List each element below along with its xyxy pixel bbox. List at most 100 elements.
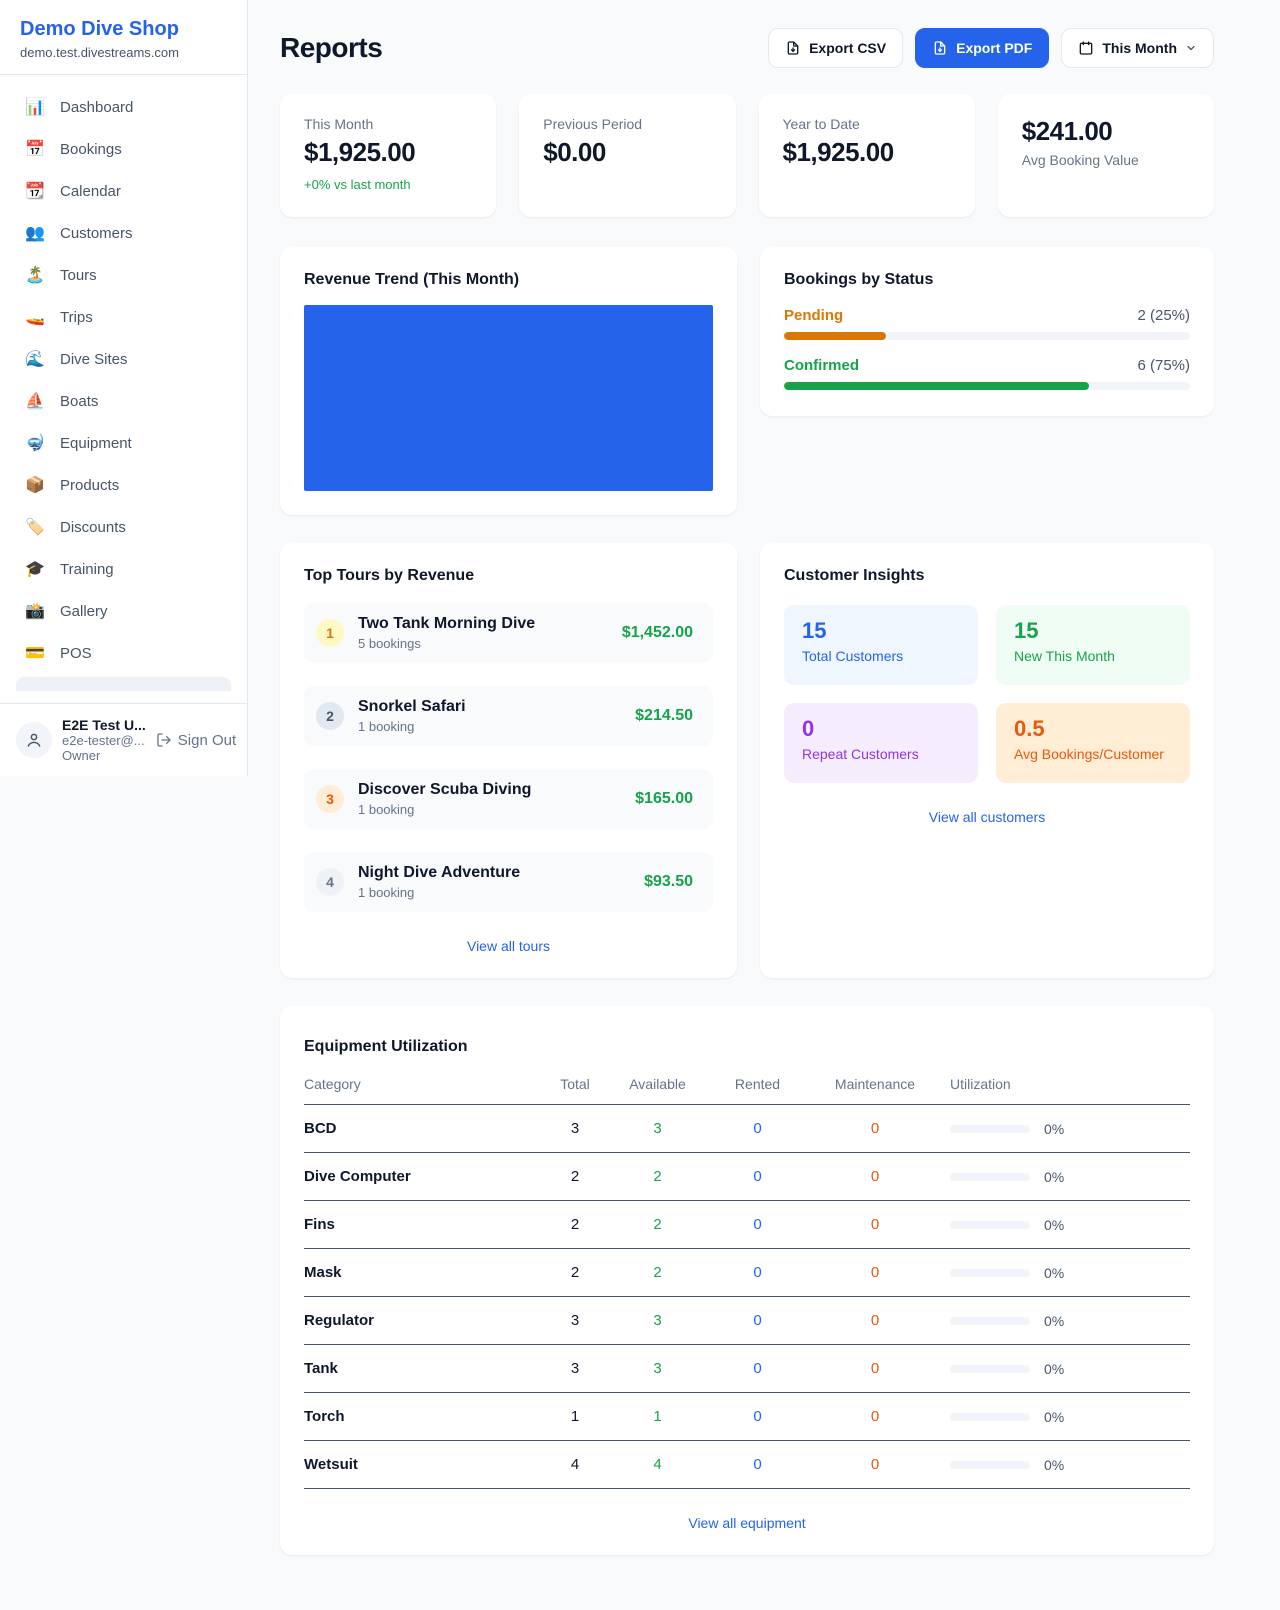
tour-row: 1 Two Tank Morning Dive 5 bookings $1,45… [304,603,713,663]
cell-maintenance: 0 [870,1360,880,1377]
progress-track [784,382,1190,390]
tile-total-customers: 15 Total Customers [784,605,978,685]
stat-label: This Month [304,116,374,132]
cell-rented: 0 [753,1120,762,1137]
stat-label: Previous Period [543,116,643,132]
sidebar-item-calendar[interactable]: 📆 Calendar [8,171,239,211]
sidebar-item-reports-partial[interactable] [16,677,231,691]
export-pdf-button[interactable]: Export PDF [915,28,1050,68]
equipment-utilization-card: Equipment Utilization Category Total Ava… [280,1006,1214,1555]
table-row: BCD 3 3 0 0 0% [304,1105,1190,1153]
charts-row: Revenue Trend (This Month) Bookings by S… [280,247,1214,515]
top-tours-card: Top Tours by Revenue 1 Two Tank Morning … [280,543,737,978]
status-row-confirmed: Confirmed 6 (75%) [784,357,1190,390]
cell-maintenance: 0 [870,1408,880,1425]
sidebar-item-trips[interactable]: 🚤 Trips [8,297,239,337]
tour-bookings: 5 bookings [358,636,421,651]
brand: Demo Dive Shop demo.test.divestreams.com [0,0,247,75]
export-csv-button[interactable]: Export CSV [768,28,904,68]
status-count: 6 (75%) [1137,357,1190,374]
cell-maintenance: 0 [870,1168,880,1185]
tour-revenue: $93.50 [644,873,693,890]
logout-icon [157,733,171,747]
cell-available: 3 [653,1360,662,1377]
tour-row: 2 Snorkel Safari 1 booking $214.50 [304,686,713,746]
period-dropdown[interactable]: This Month [1061,28,1214,68]
avatar [16,722,52,758]
column-maintenance: Maintenance [834,1076,916,1092]
sidebar-item-label: Tours [60,266,97,284]
sign-out-button[interactable]: Sign Out [156,732,236,749]
credit-card-icon: 💳 [25,645,45,662]
rank-badge: 2 [316,702,344,730]
cell-category: Fins [304,1216,335,1233]
stat-delta: +0% vs last month [304,177,411,192]
sidebar-item-dashboard[interactable]: 📊 Dashboard [8,87,239,127]
utilization-bar [950,1364,1030,1373]
tile-repeat-customers: 0 Repeat Customers [784,703,978,783]
table-header: Category Total Available Rented Maintena… [304,1056,1190,1105]
revenue-trend-chart [304,305,713,491]
sidebar-item-equipment[interactable]: 🤿 Equipment [8,423,239,463]
sidebar-item-tours[interactable]: 🏝️ Tours [8,255,239,295]
sidebar-item-pos[interactable]: 💳 POS [8,633,239,673]
cell-maintenance: 0 [870,1120,880,1137]
sidebar-item-label: Training [60,560,114,578]
chevron-down-icon [1187,45,1195,51]
cell-category: Tank [304,1360,338,1377]
column-utilization: Utilization [950,1076,1011,1092]
cell-category: Mask [304,1264,342,1281]
sidebar-item-gallery[interactable]: 📸 Gallery [8,591,239,631]
tour-name: Snorkel Safari [358,698,466,715]
utilization-percent: 0% [1044,1456,1065,1473]
utilization-percent: 0% [1044,1264,1065,1281]
cell-rented: 0 [753,1264,762,1281]
sidebar-item-label: Trips [60,308,93,326]
user-info: E2E Test U... e2e-tester@... Owner [62,717,146,763]
utilization-percent: 0% [1044,1168,1065,1185]
sidebar-item-dive-sites[interactable]: 🌊 Dive Sites [8,339,239,379]
sidebar-item-customers[interactable]: 👥 Customers [8,213,239,253]
bar-chart-icon: 📊 [25,99,45,116]
view-all-customers-link[interactable]: View all customers [928,809,1046,825]
insight-tiles: 15 Total Customers 15 New This Month 0 R… [784,605,1190,783]
file-download-icon [787,41,799,55]
sidebar-item-label: Bookings [60,140,122,158]
cell-available: 4 [653,1456,662,1473]
tour-row: 4 Night Dive Adventure 1 booking $93.50 [304,852,713,912]
user-name: E2E Test U... [62,717,146,733]
status-count: 2 (25%) [1137,307,1190,324]
utilization-bar [950,1220,1030,1229]
utilization-percent: 0% [1044,1360,1065,1377]
cell-rented: 0 [753,1216,762,1233]
tour-revenue: $1,452.00 [621,624,693,641]
diving-mask-icon: 🤿 [25,435,45,452]
tour-name: Discover Scuba Diving [358,781,532,798]
user-role: Owner [62,748,101,763]
sidebar-item-bookings[interactable]: 📅 Bookings [8,129,239,169]
sidebar-item-products[interactable]: 📦 Products [8,465,239,505]
cell-total: 3 [570,1312,580,1329]
table-row: Regulator 3 3 0 0 0% [304,1297,1190,1345]
stat-card-year-to-date: Year to Date $1,925.00 [758,94,975,217]
view-all-equipment-link[interactable]: View all equipment [688,1515,806,1531]
cell-available: 2 [653,1216,662,1233]
status-list: Pending 2 (25%) Confirmed 6 (75%) [784,307,1190,390]
tag-icon: 🏷️ [25,519,45,536]
cell-rented: 0 [753,1312,762,1329]
stat-cards: This Month $1,925.00 +0% vs last month P… [280,94,1214,217]
status-label: Confirmed [784,357,859,374]
view-all-tours-link[interactable]: View all tours [466,938,550,954]
sidebar-item-training[interactable]: 🎓 Training [8,549,239,589]
sidebar-item-boats[interactable]: ⛵ Boats [8,381,239,421]
stat-value: $0.00 [543,137,606,167]
calendar-icon [1080,41,1093,55]
table-row: Fins 2 2 0 0 0% [304,1201,1190,1249]
utilization-bar [950,1172,1030,1181]
rank-badge: 1 [316,619,344,647]
sidebar-item-discounts[interactable]: 🏷️ Discounts [8,507,239,547]
equipment-utilization-title: Equipment Utilization [304,1038,468,1055]
customer-insights-card: Customer Insights 15 Total Customers 15 … [760,543,1214,978]
calendar-icon: 📆 [25,183,45,200]
cell-total: 2 [570,1216,580,1233]
